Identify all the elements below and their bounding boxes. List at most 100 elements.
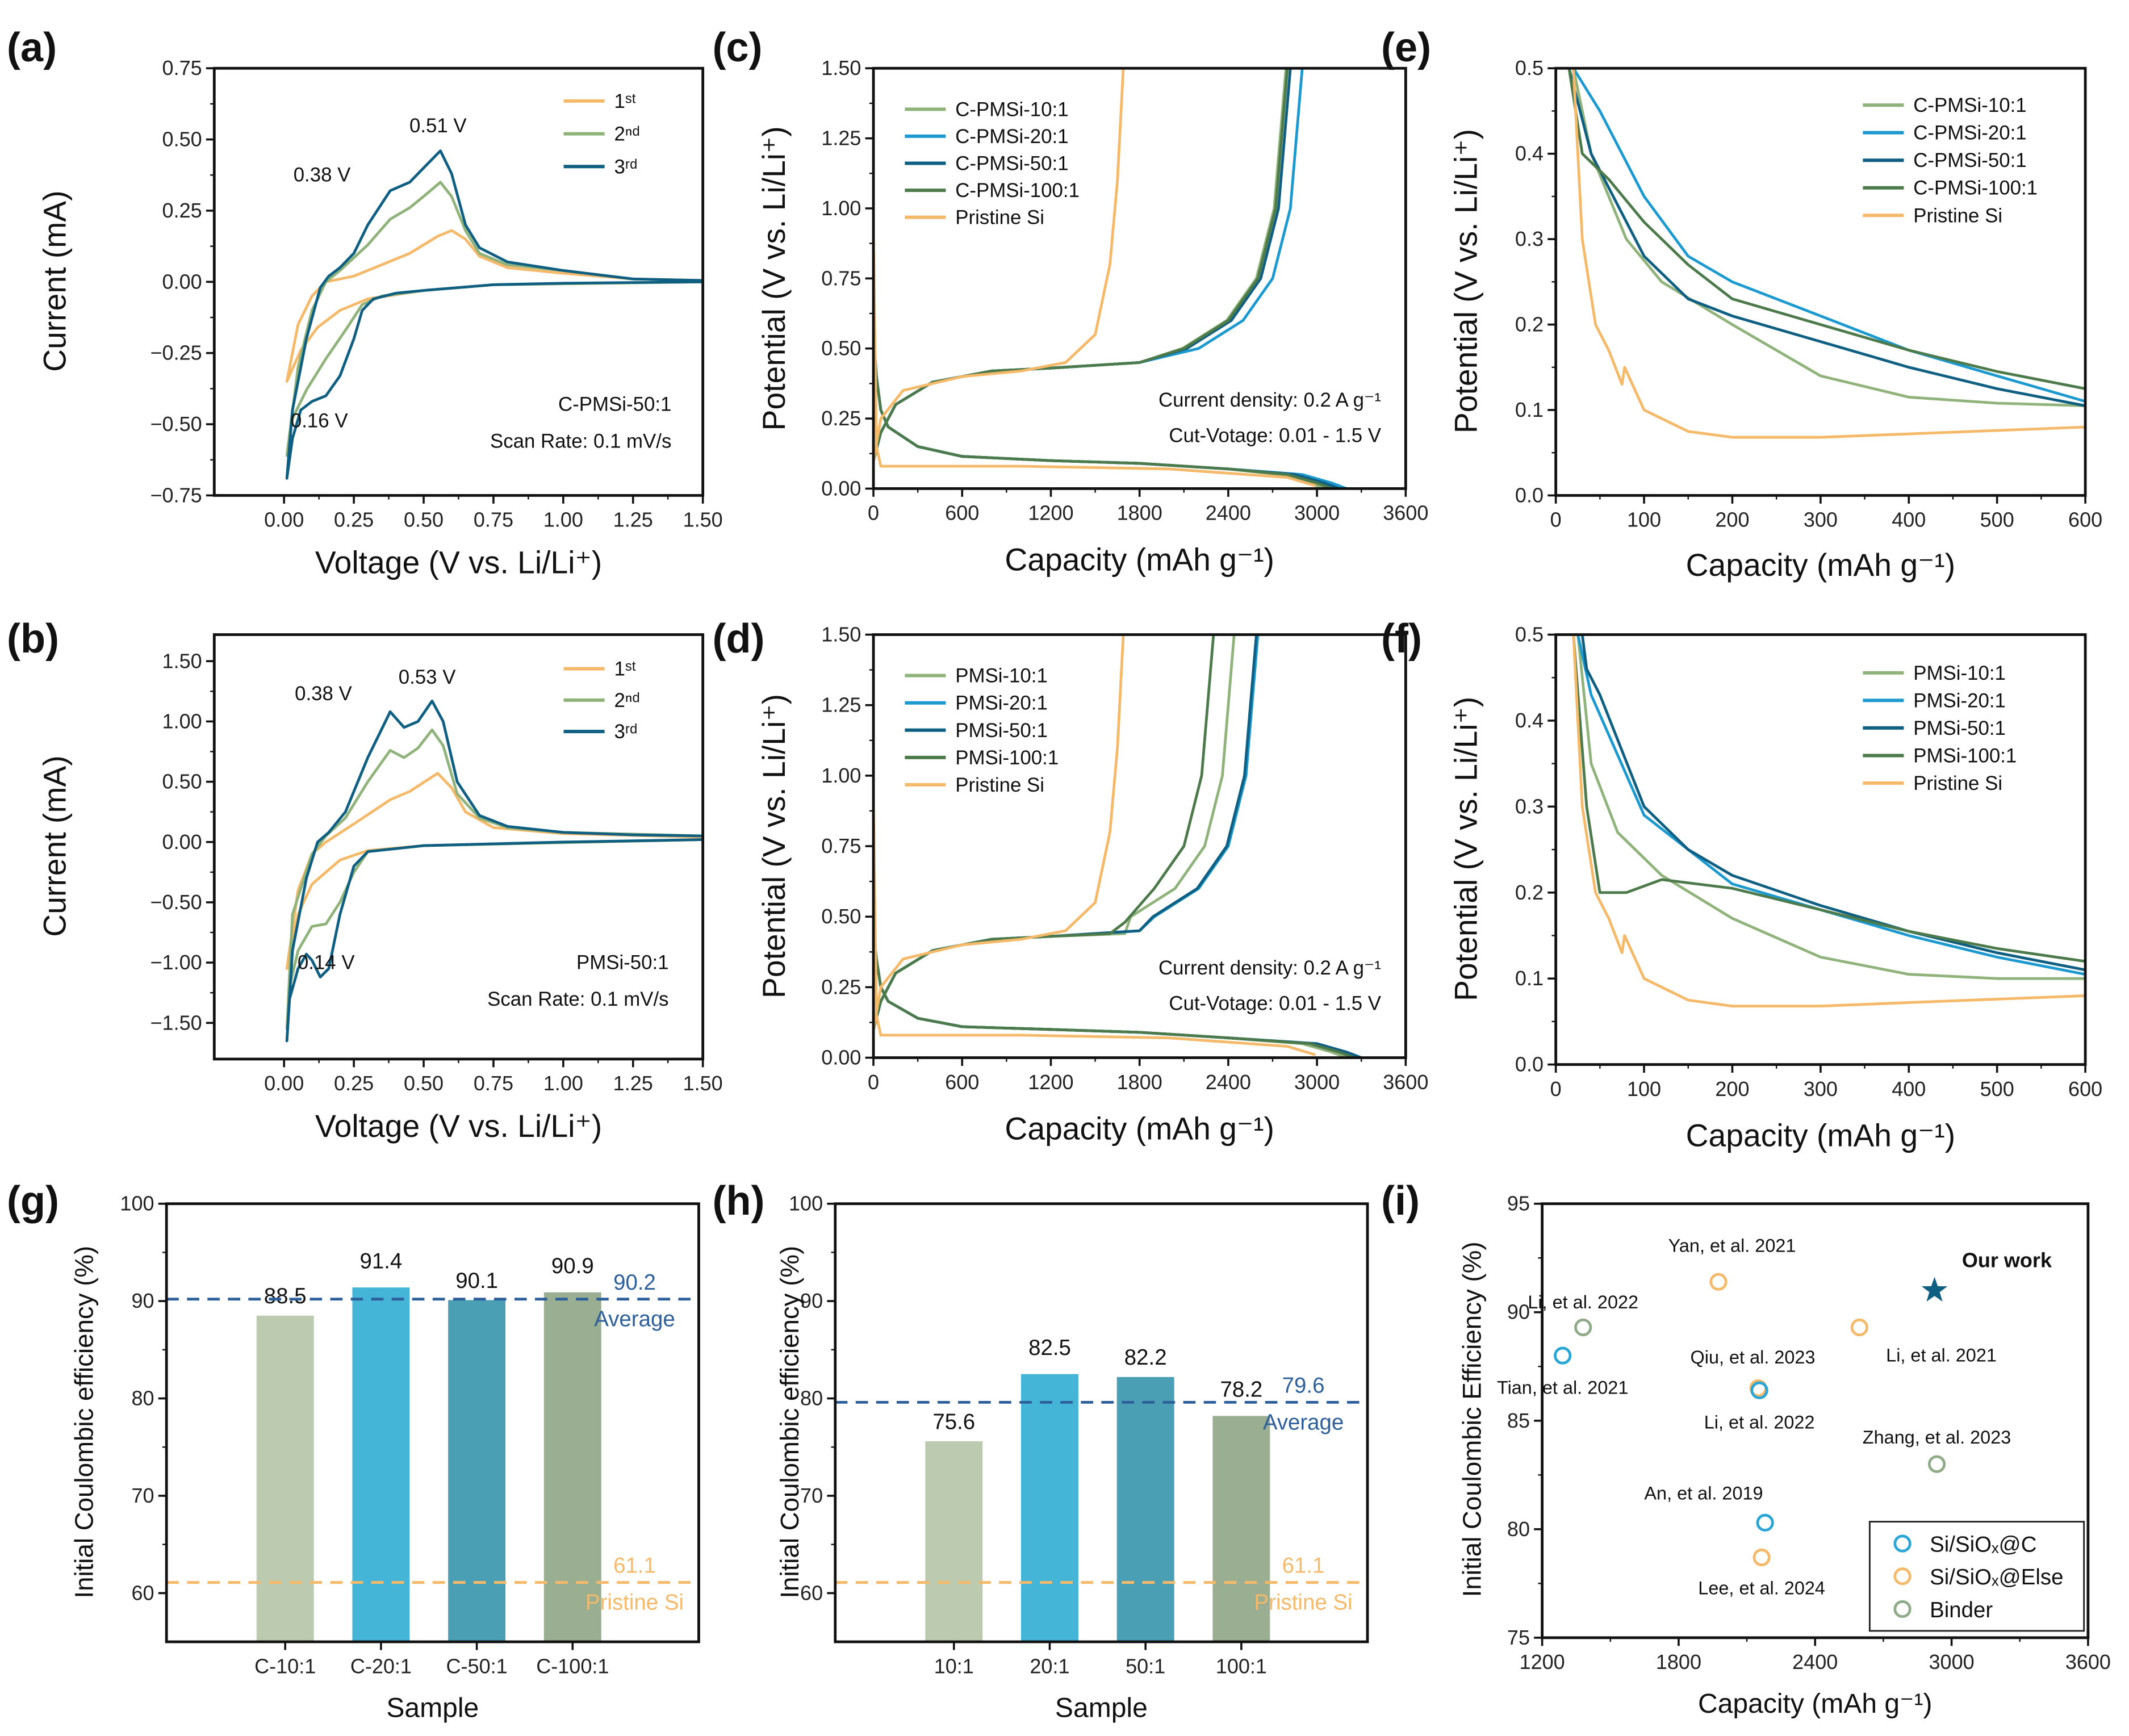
panel-label: (a) [7, 25, 57, 70]
legend-marker [1893, 1567, 1912, 1586]
bar-C-20:1 [352, 1287, 410, 1642]
series-group [285, 149, 703, 480]
x-axis-label: Sample [386, 1692, 479, 1723]
y-tick-label: 90 [131, 1289, 154, 1312]
x-tick-label: 0 [1550, 508, 1562, 532]
charge-curve-pmsi-100-1 [873, 634, 1215, 1030]
plot-frame [212, 633, 705, 1061]
x-tick-label: 600 [945, 501, 979, 525]
x-tick-label: 300 [1804, 1077, 1838, 1101]
y-tick-label: −1.00 [150, 951, 202, 974]
legend-box [1868, 1521, 2085, 1632]
legend-label: PMSi-10:1 [1913, 662, 2006, 684]
y-tick-label: 0.3 [1515, 227, 1544, 250]
plot-frame [872, 66, 1407, 490]
point-label: Qiu, et al. 2023 [1691, 1347, 1816, 1367]
x-tick-label: 1200 [1028, 501, 1073, 525]
plot-frame [1554, 633, 2087, 1066]
y-tick-label: 0.50 [821, 337, 861, 360]
y-tick-label: 0.00 [821, 476, 861, 500]
panel-label: (c) [712, 25, 762, 70]
bar-value-label: 78.2 [1220, 1378, 1262, 1402]
annotation: Scan Rate: 0.1 mV/s [490, 430, 671, 452]
annotation: 0.51 V [409, 115, 467, 137]
bar-value-label: 90.9 [551, 1254, 594, 1278]
x-tick-label: 2400 [1206, 1070, 1251, 1094]
legend-label: Pristine Si [1913, 204, 2002, 227]
x-axis-label: Voltage (V vs. Li/Li⁺) [315, 545, 602, 580]
scatter-point [1554, 1346, 1572, 1365]
scatter-point [1750, 1381, 1768, 1399]
bar-value-label: 82.5 [1028, 1336, 1071, 1360]
y-tick-label: 70 [800, 1484, 823, 1507]
legend-label: C-PMSi-20:1 [955, 126, 1068, 148]
x-tick-label: 0.25 [334, 508, 374, 532]
legend-label: Pristine Si [955, 207, 1044, 229]
point-label: Lee, et al. 2024 [1698, 1578, 1825, 1598]
x-tick-label: 1.50 [683, 1072, 723, 1095]
legend-label: C-PMSi-10:1 [955, 98, 1068, 120]
point-label: Tian, et al. 2021 [1497, 1377, 1628, 1398]
scatter-point [1756, 1513, 1774, 1532]
x-tick-label: 0.25 [334, 1072, 374, 1095]
legend-label: PMSi-50:1 [1913, 717, 2006, 739]
scatter-point [1927, 1455, 1946, 1473]
x-tick-label: 3000 [1294, 501, 1340, 525]
series-line-c-pmsi-50-1 [1567, 68, 2086, 407]
y-tick-label: 95 [1507, 1192, 1530, 1215]
x-tick-label: 2400 [1206, 501, 1251, 525]
series-group [1572, 634, 2086, 1008]
series-group [285, 699, 703, 1043]
reference-value: 61.1 [613, 1554, 656, 1578]
y-tick-label: 0.25 [162, 199, 202, 222]
y-tick-label: 0.00 [162, 830, 202, 854]
panel-label: (h) [712, 1178, 764, 1224]
x-tick-label: 3600 [1383, 501, 1428, 525]
series-line-c-pmsi-100-1 [1567, 68, 2086, 390]
y-tick-label: 0.00 [162, 270, 202, 293]
point-label: Li, et al. 2022 [1528, 1292, 1638, 1312]
x-tick-label: 500 [1980, 1077, 2014, 1101]
reference-value: 79.6 [1282, 1374, 1325, 1398]
reference-label: Pristine Si [585, 1591, 684, 1615]
x-tick-label: 400 [1892, 1077, 1926, 1101]
y-tick-label: 100 [789, 1192, 823, 1215]
bar-C-10:1 [256, 1315, 314, 1642]
x-axis-label: Voltage (V vs. Li/Li⁺) [315, 1108, 602, 1144]
x-tick-label: C-10:1 [254, 1654, 316, 1678]
legend-label: 3ʳᵈ [614, 721, 637, 743]
series-line-pmsi-10-1 [1576, 634, 2086, 980]
y-tick-label: 0.75 [821, 266, 861, 290]
legend-label: PMSi-100:1 [1913, 744, 2017, 767]
y-axis-label: Current (mA) [37, 755, 72, 936]
x-tick-label: 0.00 [264, 508, 304, 532]
point-label: Li, et al. 2021 [1886, 1345, 1997, 1366]
bar-100:1 [1212, 1416, 1270, 1642]
series-line-c-pmsi-20-1 [1572, 68, 2086, 403]
legend-label: Pristine Si [1913, 772, 2002, 794]
discharge-curve-c-pmsi-100-1 [873, 334, 1332, 489]
y-tick-label: 0.3 [1515, 794, 1544, 818]
y-tick-label: 100 [120, 1192, 154, 1215]
bar-value-label: 88.5 [264, 1284, 307, 1308]
point-label: Zhang, et al. 2023 [1863, 1427, 2011, 1448]
y-axis-label: Potential (V vs. Li/Li⁺) [1448, 697, 1483, 1001]
y-tick-label: 0.4 [1515, 142, 1544, 165]
y-tick-label: −1.50 [150, 1011, 202, 1034]
y-tick-label: 75 [1507, 1626, 1530, 1649]
x-tick-label: 3000 [1929, 1650, 1975, 1674]
y-tick-label: 90 [800, 1289, 823, 1312]
x-axis-label: Capacity (mAh g⁻¹) [1686, 1118, 1955, 1153]
bar-value-label: 75.6 [932, 1409, 975, 1434]
legend-label: C-PMSi-100:1 [955, 179, 1080, 202]
series-line-pristine-si [1572, 68, 2086, 439]
bar-50:1 [1116, 1377, 1174, 1642]
y-axis-label: Potential (V vs. Li/Li⁺) [756, 694, 792, 998]
annotation: 0.38 V [294, 164, 351, 186]
legend-marker [1893, 1534, 1912, 1553]
scatter-point [1752, 1548, 1771, 1567]
legend-label: Binder [1930, 1598, 1993, 1622]
y-tick-label: 0.25 [821, 975, 861, 998]
x-tick-label: 1.25 [613, 508, 653, 532]
